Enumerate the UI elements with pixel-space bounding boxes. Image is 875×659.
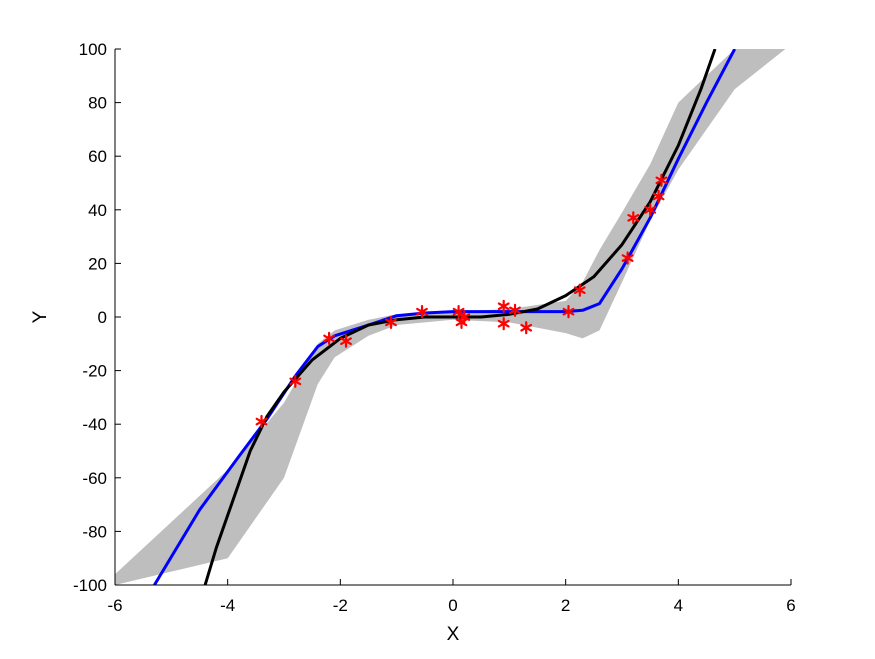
- observation-stroke: [455, 318, 468, 327]
- observation-stroke: [644, 206, 657, 214]
- y-tick-label: 20: [88, 254, 107, 273]
- observation-stroke: [509, 306, 521, 315]
- observation-point: [416, 305, 428, 319]
- x-tick-label: 2: [561, 596, 570, 615]
- y-tick-label: -40: [82, 415, 107, 434]
- y-tick-label: -20: [82, 362, 107, 381]
- observation-point: [562, 305, 575, 319]
- y-tick-label: 40: [88, 201, 107, 220]
- y-tick-label: 80: [88, 94, 107, 113]
- observation-point: [655, 173, 668, 187]
- observation-point: [520, 321, 533, 335]
- observation-stroke: [289, 377, 302, 386]
- observation-stroke: [452, 307, 465, 316]
- observation-stroke: [621, 254, 634, 262]
- observation-point: [497, 317, 510, 331]
- observation-stroke: [385, 318, 397, 327]
- x-tick-label: -2: [333, 596, 348, 615]
- observation-stroke: [497, 319, 510, 328]
- observation-stroke: [497, 302, 510, 311]
- observation-point: [497, 299, 510, 313]
- observation-point: [644, 203, 657, 217]
- y-tick-label: -100: [73, 576, 107, 595]
- observation-stroke: [416, 307, 428, 316]
- y-tick-label: 100: [79, 40, 107, 59]
- observation-point: [340, 334, 352, 348]
- y-tick-label: 0: [98, 308, 107, 327]
- observation-point: [455, 315, 468, 329]
- y-tick-label: -60: [82, 469, 107, 488]
- observation-point: [289, 374, 302, 388]
- x-tick-label: 0: [448, 596, 457, 615]
- observation-point: [573, 283, 586, 297]
- true-curve-line: [203, 49, 717, 585]
- observation-stroke: [655, 176, 668, 185]
- observation-point: [323, 331, 335, 345]
- observation-point: [621, 251, 634, 265]
- x-tick-label: -4: [220, 596, 235, 615]
- x-tick-label: -6: [107, 596, 122, 615]
- observation-stroke: [340, 337, 352, 345]
- observation-point: [255, 414, 268, 429]
- observation-stroke: [520, 323, 533, 332]
- observation-point: [652, 189, 665, 203]
- y-axis-label: Y: [30, 310, 51, 323]
- observation-stroke: [323, 334, 335, 343]
- observation-point: [509, 303, 521, 317]
- observation-stroke: [255, 417, 268, 426]
- observation-point: [385, 315, 397, 329]
- observation-stroke: [562, 307, 575, 316]
- x-axis-label: X: [447, 624, 460, 645]
- observation-stroke: [652, 192, 665, 201]
- y-tick-label: 60: [88, 147, 107, 166]
- y-tick-label: -80: [82, 522, 107, 541]
- observation-stroke: [627, 214, 640, 222]
- observation-point: [627, 211, 640, 225]
- x-tick-label: 4: [674, 596, 683, 615]
- x-tick-label: 6: [786, 596, 795, 615]
- observation-stroke: [573, 286, 586, 294]
- observation-point: [452, 305, 465, 319]
